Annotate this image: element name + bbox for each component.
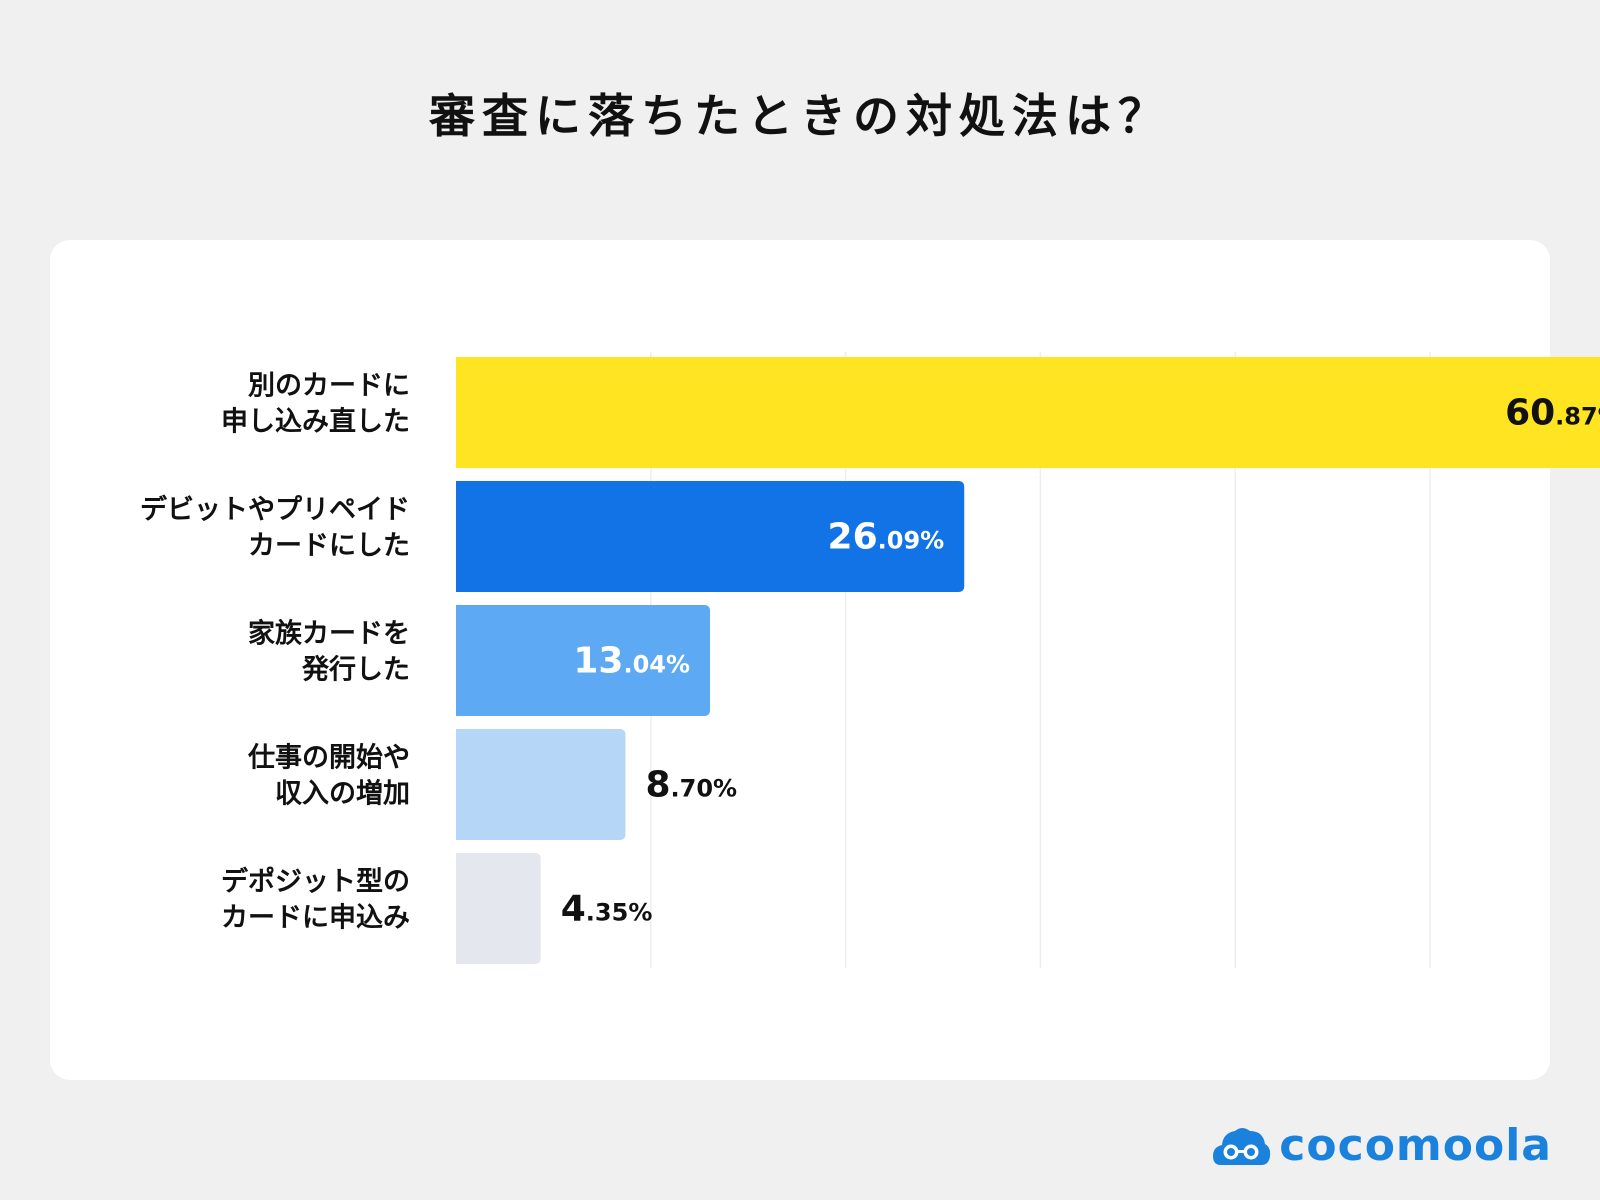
value-decimal: .70% (671, 775, 738, 803)
cloud-glasses-logo-icon (1213, 1128, 1271, 1165)
value-decimal: .09% (878, 527, 945, 555)
category-label-line: 家族カードを (248, 618, 410, 650)
category-label-line: 発行した (301, 654, 410, 686)
value-label: 8.70% (645, 765, 737, 806)
value-decimal: .87% (1555, 403, 1600, 431)
category-label-line: デポジット型の (221, 866, 410, 898)
category-label-line: 別のカードに (248, 371, 410, 402)
bar (456, 605, 711, 716)
category-label-line: カードにした (248, 531, 410, 562)
bar (456, 357, 1600, 468)
brand-logo: cocomoola (1211, 1116, 1552, 1176)
value-label: 60.87% (1505, 393, 1600, 434)
value-label: 26.09% (828, 517, 945, 558)
value-decimal: .04% (623, 651, 690, 679)
category-label-line: カードに申込み (221, 903, 410, 934)
value-integer: 26 (828, 517, 878, 558)
value-label: 13.04% (573, 641, 690, 682)
category-label: デポジット型のカードに申込み (221, 866, 410, 934)
category-label-line: 収入の増加 (275, 778, 410, 810)
value-decimal: .35% (586, 899, 653, 927)
category-label: デビットやプリペイドカードにした (140, 494, 410, 562)
category-label-line: デビットやプリペイド (140, 494, 410, 526)
value-label: 4.35% (561, 889, 653, 930)
value-integer: 60 (1505, 393, 1555, 434)
category-label-line: 仕事の開始や (247, 742, 410, 774)
category-label: 仕事の開始や収入の増加 (247, 742, 410, 810)
brand-name: cocomoola (1279, 1120, 1552, 1171)
value-integer: 8 (645, 765, 670, 806)
page-title: 審査に落ちたときの対処法は？ (429, 89, 1171, 143)
category-label-line: 申し込み直した (221, 407, 410, 438)
bar (456, 853, 541, 964)
value-integer: 13 (573, 641, 623, 682)
bar (456, 729, 626, 840)
value-integer: 4 (561, 889, 586, 930)
bar (456, 481, 965, 592)
category-label: 家族カードを発行した (248, 618, 410, 686)
category-label: 別のカードに申し込み直した (221, 371, 410, 438)
